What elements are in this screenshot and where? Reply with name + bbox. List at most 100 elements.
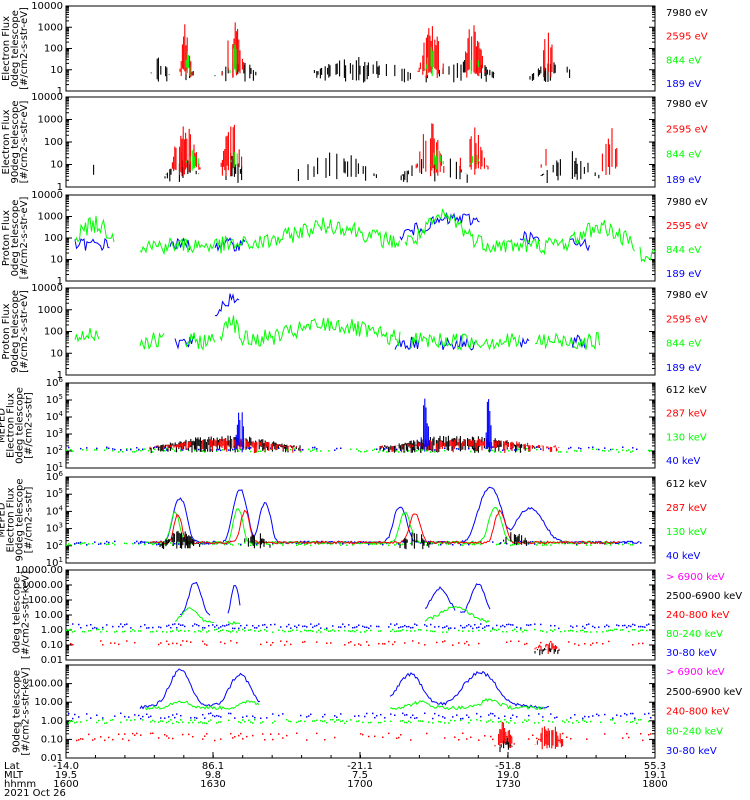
data-point <box>402 712 404 715</box>
panel-frame <box>65 569 656 661</box>
data-point <box>220 716 222 718</box>
data-point <box>418 629 420 631</box>
data-point <box>124 542 126 545</box>
data-point <box>194 719 196 721</box>
data-point <box>626 732 628 735</box>
data-point <box>240 543 242 546</box>
data-point <box>380 447 382 449</box>
data-point <box>604 447 606 449</box>
data-point <box>430 630 432 632</box>
data-point <box>618 624 620 627</box>
data-point <box>356 448 358 450</box>
data-point <box>306 716 308 718</box>
data-point <box>164 717 166 719</box>
data-point <box>314 720 316 722</box>
data-point <box>296 721 298 724</box>
data-point <box>460 719 462 722</box>
data-point <box>380 721 382 724</box>
data-point <box>210 712 212 714</box>
data-point <box>426 450 428 452</box>
data-point <box>144 543 146 546</box>
data-point <box>348 630 350 632</box>
series-line <box>569 237 590 252</box>
data-point <box>232 448 234 451</box>
data-point <box>304 625 306 627</box>
data-point <box>256 544 258 546</box>
data-point <box>510 544 512 547</box>
data-point <box>304 544 306 546</box>
data-point <box>598 448 600 451</box>
data-point <box>258 450 260 453</box>
data-point <box>508 623 510 626</box>
data-point <box>648 449 650 452</box>
data-point <box>512 544 514 546</box>
data-point <box>588 716 590 718</box>
legend-entry: 7980 eV <box>666 197 708 208</box>
data-point <box>330 630 332 632</box>
y-tick-label: 100.00 <box>28 595 63 606</box>
data-point <box>202 543 204 545</box>
data-point <box>82 630 84 633</box>
data-point <box>368 721 370 724</box>
data-point <box>400 720 402 722</box>
data-point <box>608 640 610 643</box>
data-point <box>446 542 448 545</box>
data-point <box>628 630 630 633</box>
data-point <box>192 625 194 627</box>
data-point <box>632 447 634 449</box>
data-point <box>364 631 366 633</box>
data-point <box>246 735 248 738</box>
data-point <box>348 624 350 626</box>
data-point <box>498 628 500 631</box>
data-point <box>260 629 262 632</box>
data-point <box>390 713 392 715</box>
data-point <box>340 447 342 450</box>
data-point <box>146 627 148 629</box>
data-point <box>576 543 578 545</box>
x-row-label: Lat <box>4 761 20 772</box>
data-point <box>440 721 442 723</box>
data-point <box>364 715 366 718</box>
data-point <box>382 736 384 738</box>
y-axis-label: [#/cm2-s-str-keV] <box>21 571 32 659</box>
data-point <box>422 720 424 722</box>
data-point <box>532 734 534 737</box>
data-point <box>404 624 406 627</box>
data-point <box>630 625 632 628</box>
data-point <box>266 641 268 644</box>
data-point <box>632 644 634 646</box>
data-point <box>350 448 352 451</box>
data-point <box>172 642 174 645</box>
data-point <box>160 642 162 644</box>
y-tick-label: 1 <box>57 182 63 193</box>
y-axis-label: 0deg telescope <box>10 200 21 277</box>
y-axis-label: [#/cm2-s-str-keV] <box>21 667 32 755</box>
data-point <box>172 722 174 725</box>
data-point <box>202 713 204 716</box>
data-point <box>120 721 122 724</box>
data-point <box>336 716 338 718</box>
data-point <box>198 630 200 632</box>
data-point <box>610 448 612 451</box>
data-point <box>588 446 590 449</box>
data-point <box>398 736 400 739</box>
data-point <box>204 627 206 629</box>
data-point <box>486 721 488 723</box>
data-point <box>136 732 138 735</box>
data-point <box>278 447 280 449</box>
data-point <box>140 542 142 544</box>
data-point <box>218 630 220 633</box>
data-point <box>642 626 644 628</box>
data-point <box>604 733 606 735</box>
data-point <box>90 623 92 626</box>
data-point <box>246 624 248 627</box>
data-point <box>586 738 588 740</box>
data-point <box>650 733 652 735</box>
data-point <box>414 717 416 720</box>
data-point <box>316 450 318 452</box>
data-point <box>542 630 544 632</box>
data-point <box>232 737 234 739</box>
data-point <box>98 628 100 631</box>
data-point <box>264 623 266 626</box>
